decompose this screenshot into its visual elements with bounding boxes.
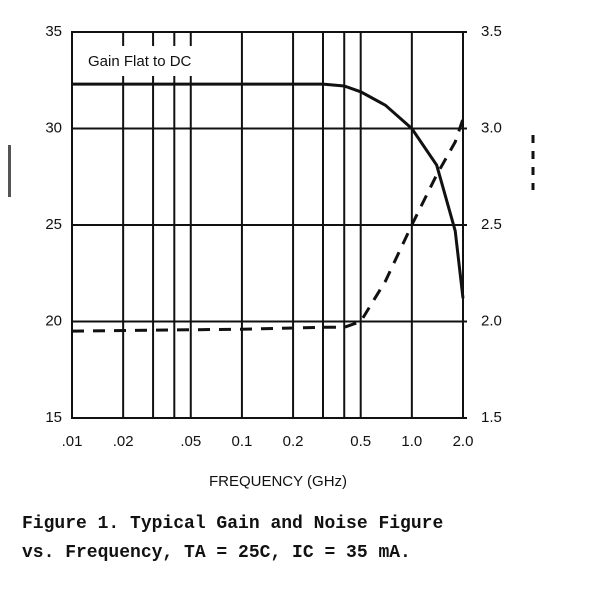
series-line [71, 118, 465, 333]
x-tick-label: .02 [113, 433, 134, 450]
x-tick-label: 2.0 [453, 433, 474, 450]
caption-line: Figure 1. Typical Gain and Noise Figure [22, 514, 443, 534]
series-line [72, 82, 465, 299]
gain-legend-glyph [8, 145, 11, 197]
plot-frame [71, 31, 464, 419]
y-tick-label: 15 [45, 409, 62, 426]
y-tick-label: 35 [45, 23, 62, 40]
annotation-box [80, 46, 240, 76]
y2-tick-label: 1.5 [481, 409, 502, 426]
x-tick-label: 0.1 [231, 433, 252, 450]
x-tick-label: .05 [180, 433, 201, 450]
caption-line: vs. Frequency, TA = 25C, IC = 35 mA. [22, 543, 411, 563]
y-tick-label: 25 [45, 216, 62, 233]
x-axis-label: FREQUENCY (GHz) [209, 473, 347, 490]
y2-tick-label: 3.0 [481, 119, 502, 136]
y-tick-label: 30 [45, 119, 62, 136]
y2-tick-label: 2.0 [481, 312, 502, 329]
x-tick-label: 0.5 [350, 433, 371, 450]
x-tick-label: .01 [62, 433, 83, 450]
y-tick-label: 20 [45, 312, 62, 329]
annotation: Gain Flat to DC [88, 53, 192, 70]
y2-tick-label: 3.5 [481, 23, 502, 40]
x-tick-label: 0.2 [283, 433, 304, 450]
y2-tick-label: 2.5 [481, 216, 502, 233]
x-tick-label: 1.0 [401, 433, 422, 450]
